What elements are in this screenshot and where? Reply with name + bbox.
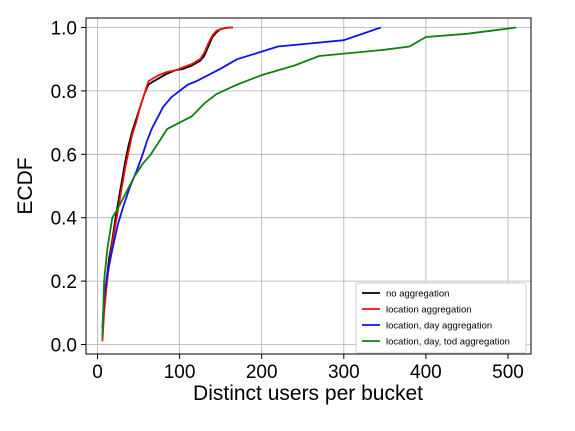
grid-lines — [86, 18, 531, 354]
x-tick-label: 500 — [492, 362, 524, 383]
legend-label: location aggregation — [386, 305, 472, 316]
legend-label: location, day, tod aggregation — [386, 337, 510, 348]
y-tick-label: 0.8 — [51, 82, 77, 103]
x-axis-title: Distinct users per bucket — [193, 382, 423, 405]
y-tick-label: 0.6 — [51, 145, 77, 166]
y-tick-label: 1.0 — [51, 19, 77, 40]
series-line — [101, 26, 382, 329]
series-layer — [101, 26, 517, 342]
plot-frame — [85, 17, 532, 355]
series-line — [101, 26, 233, 342]
legend-label: no aggregation — [386, 289, 449, 300]
series-line — [101, 26, 233, 339]
x-tick-label: 100 — [164, 362, 196, 383]
y-axis-title: ECDF — [14, 157, 37, 214]
axis-ticks: 0 100 200 300 400 500 0.0 0.2 0.4 0.6 0.8 1.0 — [51, 19, 524, 383]
series-line — [101, 26, 517, 339]
legend-label: location, day aggregation — [386, 321, 492, 332]
y-tick-label: 0.0 — [51, 335, 77, 356]
x-tick-label: 400 — [410, 362, 442, 383]
y-tick-label: 0.4 — [51, 209, 78, 230]
x-tick-label: 300 — [328, 362, 360, 383]
x-tick-label: 0 — [92, 362, 103, 383]
legend-box — [355, 282, 527, 354]
legend: no aggregation location aggregation locati… — [355, 282, 527, 354]
x-tick-label: 200 — [246, 362, 278, 383]
y-tick-label: 0.2 — [51, 272, 77, 293]
